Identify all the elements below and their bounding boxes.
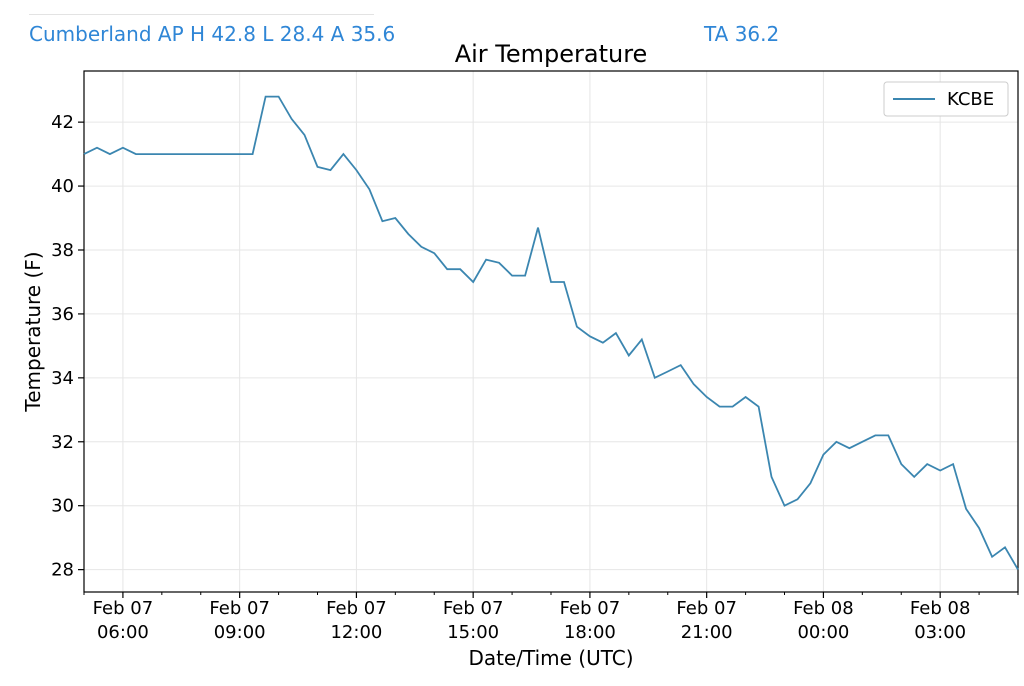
x-tick-date: Feb 08: [793, 598, 854, 619]
x-tick-time: 06:00: [97, 622, 149, 643]
axis-ticks: 28 30 32 34 36 38 40 42 Feb 07 06:00 Feb 07 09:00 Fe…: [51, 112, 1019, 643]
legend-box: [883, 81, 1009, 117]
legend: KCBE: [883, 81, 1009, 117]
x-tick-time: 15:00: [447, 622, 499, 643]
x-tick-date: Feb 07: [93, 598, 154, 619]
y-tick-label: 30: [51, 496, 74, 517]
x-tick-date: Feb 07: [209, 598, 270, 619]
x-tick-date: Feb 08: [910, 598, 971, 619]
y-tick-label: 40: [51, 176, 74, 197]
station-summary: Cumberland AP H 42.8 L 28.4 A 35.6: [29, 22, 396, 46]
x-tick-date: Feb 07: [443, 598, 504, 619]
x-tick-date: Feb 07: [676, 598, 737, 619]
y-tick-label: 28: [51, 560, 74, 581]
x-tick-date: Feb 07: [326, 598, 387, 619]
y-tick-label: 42: [51, 112, 74, 133]
header-divider: [29, 14, 374, 15]
y-tick-label: 34: [51, 368, 74, 389]
x-tick-date: Feb 07: [560, 598, 621, 619]
x-tick-time: 03:00: [914, 622, 966, 643]
y-tick-label: 36: [51, 304, 74, 325]
plot-frame: [83, 70, 1019, 593]
x-tick-time: 18:00: [564, 622, 616, 643]
grid: [84, 71, 1018, 592]
legend-label-kcbe: KCBE: [947, 89, 994, 110]
y-tick-label: 38: [51, 240, 74, 261]
y-axis-label: Temperature (F): [21, 251, 45, 412]
x-axis-label: Date/Time (UTC): [468, 646, 633, 670]
x-tick-time: 00:00: [797, 622, 849, 643]
x-tick-time: 21:00: [681, 622, 733, 643]
y-tick-label: 32: [51, 432, 74, 453]
chart-title: Air Temperature: [455, 40, 648, 68]
series-line-kcbe: [83, 95, 1019, 571]
series-points-kcbe: [83, 96, 1019, 570]
x-tick-time: 12:00: [330, 622, 382, 643]
ta-value: TA 36.2: [704, 22, 780, 46]
x-tick-time: 09:00: [214, 622, 266, 643]
